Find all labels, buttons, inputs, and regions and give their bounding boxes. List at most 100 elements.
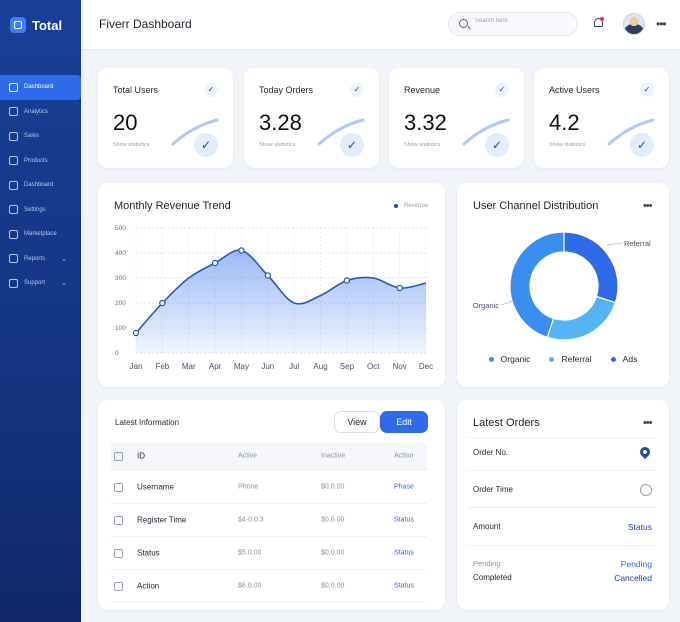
sidebar-item-label: Products bbox=[24, 157, 48, 164]
row-active: $5.0.00 bbox=[238, 549, 262, 557]
table-row[interactable]: Status $5.0.00 $0,0.00 Status bbox=[111, 537, 427, 570]
divider bbox=[467, 437, 656, 438]
stat-title: Active Users bbox=[549, 85, 600, 95]
select-all-checkbox[interactable] bbox=[114, 451, 123, 461]
x-tick-label: Mar bbox=[182, 362, 196, 371]
check-circle-icon[interactable]: ✓ bbox=[194, 133, 218, 157]
x-tick-label: Nov bbox=[393, 362, 407, 371]
latest-orders-card: Latest Orders ••• Order No. Order Time A… bbox=[457, 400, 669, 610]
stat-card[interactable]: Today Orders ✓ 3.28 Show statistics ✓ bbox=[244, 68, 379, 168]
more-horizontal-icon[interactable]: ••• bbox=[643, 417, 653, 429]
table-row[interactable]: Register Time $4-0.0.3 $0,0.00 Status bbox=[111, 504, 427, 537]
donut-slice-referral[interactable] bbox=[546, 295, 617, 341]
check-circle-icon[interactable]: ✓ bbox=[485, 133, 509, 157]
check-circle-icon[interactable]: ✓ bbox=[630, 133, 654, 157]
divider bbox=[467, 545, 656, 546]
donut-slice-ads[interactable] bbox=[563, 231, 619, 304]
search-box[interactable] bbox=[448, 12, 578, 36]
stat-subtitle: Show statistics bbox=[404, 142, 441, 148]
pending-label: Pending bbox=[473, 559, 501, 568]
table-title: Latest Information bbox=[115, 418, 180, 427]
more-horizontal-icon[interactable]: ••• bbox=[656, 17, 667, 31]
row-action-link[interactable]: Status bbox=[394, 516, 414, 524]
sidebar-item-4[interactable]: Dashboard bbox=[0, 173, 81, 198]
data-point bbox=[343, 277, 351, 284]
row-checkbox[interactable] bbox=[114, 548, 123, 558]
pending-link[interactable]: Pending bbox=[620, 559, 652, 569]
chevron-down-icon[interactable]: ⌄ bbox=[61, 255, 67, 263]
stat-card[interactable]: Active Users ✓ 4.2 Show statistics ✓ bbox=[534, 68, 669, 168]
edit-button[interactable]: Edit bbox=[380, 411, 428, 433]
sidebar-item-6[interactable]: Marketplace bbox=[0, 222, 81, 247]
row-action-link[interactable]: Phase bbox=[394, 483, 414, 491]
sidebar: Total Dashboard Analytics Sales Products Das… bbox=[0, 0, 81, 622]
check-icon: ✓ bbox=[640, 83, 654, 97]
order-time-radio[interactable] bbox=[640, 484, 652, 496]
amount-status-link[interactable]: Status bbox=[627, 522, 652, 532]
notification-bell-icon[interactable] bbox=[593, 17, 604, 30]
sidebar-item-label: Settings bbox=[24, 206, 46, 213]
stat-value: 20 bbox=[113, 110, 138, 135]
row-active: Phone bbox=[238, 483, 259, 491]
sidebar-item-7[interactable]: Reports ⌄ bbox=[0, 247, 81, 272]
donut-slice-organic[interactable] bbox=[509, 231, 565, 339]
search-input[interactable] bbox=[475, 18, 571, 24]
sidebar-item-8[interactable]: Support ⌄ bbox=[0, 271, 81, 296]
legend-dot bbox=[549, 356, 555, 362]
sidebar-item-5[interactable]: Settings bbox=[0, 198, 81, 223]
row-name: Register Time bbox=[137, 515, 187, 525]
sidebar-item-3[interactable]: Products bbox=[0, 149, 81, 174]
bag-icon bbox=[9, 131, 18, 141]
search-icon bbox=[459, 19, 468, 28]
data-point bbox=[211, 259, 219, 267]
chevron-down-icon[interactable]: ⌄ bbox=[61, 280, 67, 288]
stat-card[interactable]: Revenue ✓ 3.32 Show statistics ✓ bbox=[389, 68, 524, 168]
x-tick-label: Jun bbox=[261, 362, 274, 371]
sidebar-item-label: Marketplace bbox=[24, 231, 57, 238]
sidebar-item-label: Reports bbox=[24, 255, 46, 262]
check-circle-icon[interactable]: ✓ bbox=[340, 133, 364, 157]
legend-dot bbox=[488, 356, 494, 362]
orders-title: Latest Orders bbox=[473, 417, 540, 429]
cancelled-link[interactable]: Cancelled bbox=[614, 573, 652, 583]
stat-card[interactable]: Total Users ✓ 20 Show statistics ✓ bbox=[98, 68, 233, 168]
row-checkbox[interactable] bbox=[114, 515, 123, 525]
grid-icon bbox=[9, 180, 18, 190]
table-row[interactable]: Action $6.0.00 $0,0.00 Status bbox=[111, 570, 427, 603]
row-checkbox[interactable] bbox=[114, 581, 123, 591]
row-action-link[interactable]: Status bbox=[394, 549, 414, 557]
y-tick-label: 300 bbox=[115, 275, 126, 282]
row-active: $4-0.0.3 bbox=[238, 516, 264, 524]
row-checkbox[interactable] bbox=[114, 482, 123, 492]
y-tick-label: 500 bbox=[115, 225, 126, 232]
order-no-label: Order No. bbox=[473, 448, 509, 457]
more-horizontal-icon[interactable]: ••• bbox=[643, 200, 653, 212]
leader-line bbox=[606, 242, 623, 246]
y-tick-label: 100 bbox=[115, 325, 126, 332]
table-row[interactable]: Username Phone $0,0.00 Phase bbox=[111, 471, 427, 504]
bell-body bbox=[594, 18, 603, 27]
channel-chart-card: User Channel Distribution ••• Referral Or… bbox=[457, 183, 669, 387]
x-tick-label: Jul bbox=[289, 362, 299, 371]
row-action-link[interactable]: Status bbox=[394, 582, 414, 590]
view-button[interactable]: View bbox=[334, 411, 380, 433]
stat-value: 3.28 bbox=[259, 110, 302, 135]
legend-item: Ads bbox=[610, 354, 637, 364]
sidebar-item-0[interactable]: Dashboard bbox=[0, 75, 81, 100]
brand[interactable]: Total bbox=[10, 17, 62, 33]
chart-legend: Revenue bbox=[393, 203, 428, 209]
avatar[interactable] bbox=[623, 13, 645, 35]
sparkline-icon bbox=[171, 118, 219, 146]
sidebar-item-2[interactable]: Sales bbox=[0, 124, 81, 149]
stat-title: Total Users bbox=[113, 85, 159, 95]
row-inactive: $0,0.00 bbox=[321, 483, 345, 491]
header-active: Active bbox=[238, 452, 258, 460]
sidebar-item-1[interactable]: Analytics bbox=[0, 100, 81, 125]
row-inactive: $0,0.00 bbox=[321, 516, 345, 524]
header-action: Action bbox=[394, 452, 414, 460]
x-tick-label: Oct bbox=[367, 362, 380, 371]
divider bbox=[467, 507, 656, 508]
legend-dot bbox=[610, 356, 616, 362]
stat-subtitle: Show statistics bbox=[549, 142, 586, 148]
completed-label: Completed bbox=[473, 573, 512, 582]
